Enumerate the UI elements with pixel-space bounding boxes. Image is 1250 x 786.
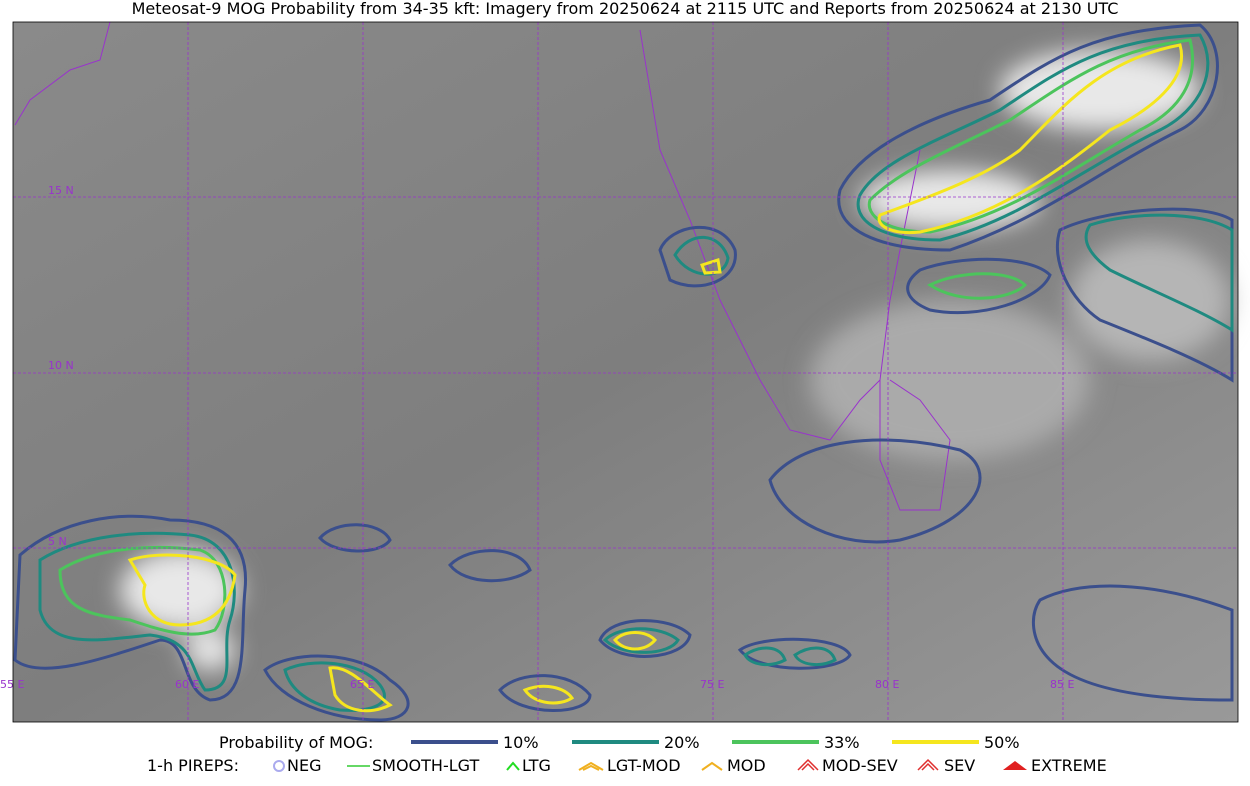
lat-label: 5 N [48,535,67,548]
grid: 15 N 10 N 5 N 55 E 60 E 65 E 75 E 80 E 8… [0,22,1238,722]
legend-label: Probability of MOG: [219,733,373,752]
legend-entry: 33% [824,733,860,752]
legend-entry: SEV [944,756,975,775]
legend-entry: 10% [503,733,539,752]
map-frame [12,21,1239,723]
lon-label: 55 E [0,678,24,691]
map: 15 N 10 N 5 N 55 E 60 E 65 E 75 E 80 E 8… [0,21,1239,723]
legend-symbol [797,758,819,771]
legend-entry: 50% [984,733,1020,752]
legend-label: 1-h PIREPS: [147,756,239,775]
legend-entry: EXTREME [1031,756,1107,775]
legend-entry: 20% [664,733,700,752]
title: Meteosat-9 MOG Probability from 34-35 kf… [132,0,1119,18]
lat-label: 15 N [48,184,74,197]
legend-symbol [1003,761,1027,770]
legend-symbol [578,761,604,771]
lon-label: 80 E [875,678,899,691]
lat-label: 10 N [48,359,74,372]
legend-symbol [273,760,285,772]
legend-entry: MOD-SEV [822,756,898,775]
clouds [120,50,1230,670]
lon-label: 75 E [700,678,724,691]
legend-entry: SMOOTH-LGT [372,756,479,775]
coastline [14,21,951,511]
legend-entry: LTG [522,756,551,775]
lon-label: 60 E [175,678,199,691]
legend-symbol [701,761,723,771]
legend-entry: NEG [287,756,321,775]
legend-entry: MOD [727,756,766,775]
legend-entry: LGT-MOD [607,756,681,775]
legend-symbol [506,761,520,771]
lon-label: 85 E [1050,678,1074,691]
lon-label: 65 E [350,678,374,691]
contours [13,23,1234,722]
legend: Probability of MOG: 10% 20% 33% 50% 1-h … [147,733,1107,775]
legend-symbol [917,758,939,771]
